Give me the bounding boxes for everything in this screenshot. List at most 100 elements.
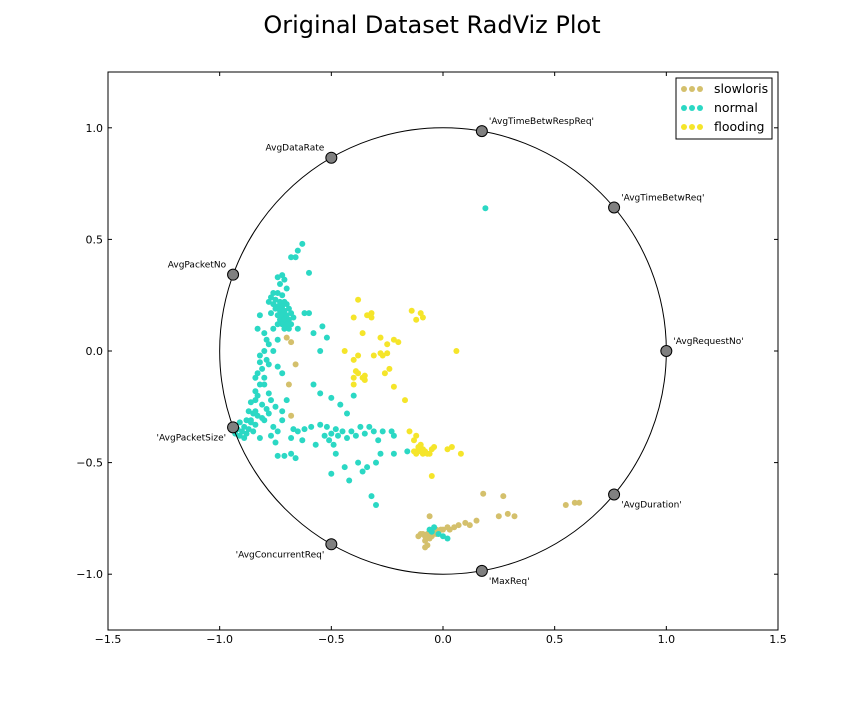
point-normal-51: [265, 361, 272, 368]
point-normal-38: [288, 321, 295, 328]
point-flooding-16: [379, 352, 386, 359]
point-slowloris-30: [511, 513, 518, 520]
point-normal-68: [236, 419, 243, 426]
point-normal-44: [254, 325, 261, 332]
point-flooding-36: [413, 450, 420, 457]
point-normal-131: [310, 381, 317, 388]
point-normal-157: [274, 336, 281, 343]
point-normal-52: [259, 365, 266, 372]
anchor-label: 'AvgPacketSize': [157, 433, 227, 443]
anchor-marker: [325, 151, 338, 164]
legend-marker: [697, 124, 703, 130]
point-normal-16: [277, 298, 283, 305]
point-normal-4: [292, 254, 299, 261]
point-normal-144: [256, 359, 263, 366]
point-normal-136: [350, 392, 357, 399]
point-normal-92: [290, 426, 297, 433]
point-normal-12: [274, 290, 281, 296]
point-normal-72: [243, 430, 250, 437]
point-slowloris-11: [440, 526, 446, 533]
point-flooding-44: [417, 441, 424, 448]
point-normal-28: [274, 312, 281, 319]
point-flooding-18: [355, 352, 362, 359]
point-slowloris-18: [473, 517, 480, 524]
point-normal-127: [368, 493, 375, 500]
point-slowloris-27: [500, 493, 507, 500]
point-normal-129: [359, 468, 366, 475]
anchor-marker: [608, 201, 621, 214]
point-slowloris-35: [288, 339, 295, 346]
point-normal-161: [440, 533, 446, 540]
legend-marker: [689, 86, 695, 92]
point-normal-50: [263, 356, 270, 363]
point-normal-124: [377, 450, 384, 457]
point-normal-79: [252, 408, 259, 415]
point-flooding-29: [350, 374, 357, 381]
point-slowloris-31: [562, 502, 569, 508]
series-flooding: [341, 296, 464, 479]
point-normal-109: [352, 432, 359, 439]
point-normal-155: [274, 363, 281, 370]
point-flooding-27: [359, 374, 366, 381]
axis-ticks: −1.5 −1.0 −0.5 0.0 0.5 1.0 1.5 1.0 0.5 0.0 −0.5 −1.…: [76, 72, 787, 646]
point-normal-120: [346, 477, 353, 484]
point-flooding-21: [386, 365, 393, 372]
x-tick-label: −0.5: [318, 633, 345, 646]
point-flooding-3: [368, 314, 375, 321]
point-normal-119: [341, 464, 348, 471]
anchor-marker: [227, 421, 240, 434]
point-normal-40: [281, 325, 288, 332]
point-normal-75: [245, 426, 252, 433]
point-flooding-0: [355, 296, 362, 303]
x-tick-label: 1.0: [658, 633, 676, 646]
point-normal-116: [388, 428, 395, 435]
point-normal-39: [274, 321, 281, 328]
legend-marker: [681, 124, 687, 130]
plot-frame: [107, 71, 779, 631]
unit-circle-layer: [219, 127, 667, 575]
point-normal-153: [265, 390, 272, 397]
point-normal-89: [288, 450, 295, 457]
legend-marker: [681, 86, 687, 92]
anchor-label: 'MaxReq': [489, 577, 530, 587]
point-normal-5: [306, 269, 312, 276]
point-normal-137: [319, 323, 326, 330]
legend-label: slowloris: [714, 81, 768, 96]
point-flooding-20: [341, 348, 348, 354]
point-normal-151: [272, 439, 279, 446]
legend-marker: [697, 105, 703, 111]
point-normal-29: [279, 312, 286, 319]
point-normal-99: [323, 423, 330, 430]
point-flooding-31: [402, 397, 408, 404]
point-normal-54: [261, 374, 268, 381]
point-normal-102: [321, 432, 328, 439]
point-normal-117: [390, 432, 397, 439]
point-slowloris-36: [292, 361, 299, 368]
point-flooding-34: [411, 437, 417, 444]
y-tick-label: 0.5: [86, 233, 104, 246]
point-normal-150: [268, 432, 274, 439]
point-normal-22: [283, 301, 290, 308]
y-tick-label: 1.0: [86, 122, 104, 135]
point-flooding-22: [381, 370, 388, 377]
point-normal-11: [270, 290, 277, 296]
point-normal-130: [328, 470, 335, 477]
point-slowloris-34: [283, 334, 290, 341]
point-slowloris-17: [466, 522, 473, 529]
point-slowloris-13: [446, 526, 453, 533]
anchor-label: 'AvgTimeBetwReq': [621, 194, 704, 204]
point-normal-159: [428, 528, 435, 535]
anchor-label: 'AvgConcurrentReq': [236, 550, 325, 560]
point-normal-85: [274, 428, 281, 435]
x-tick-label: −1.0: [206, 633, 233, 646]
point-normal-23: [272, 305, 279, 312]
point-normal-46: [263, 336, 270, 343]
point-normal-114: [375, 437, 382, 444]
point-normal-111: [361, 430, 368, 437]
legend-item-normal: normal: [681, 100, 758, 115]
point-normal-106: [339, 428, 346, 435]
point-normal-135: [344, 410, 350, 417]
point-normal-41: [285, 325, 292, 332]
point-normal-87: [274, 452, 281, 459]
